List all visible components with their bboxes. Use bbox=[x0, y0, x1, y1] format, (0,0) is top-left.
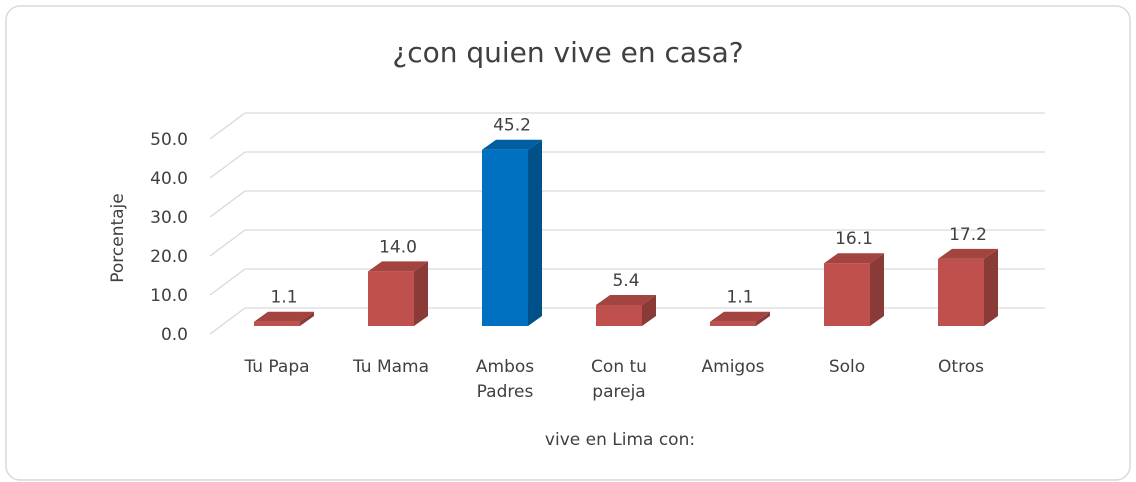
bar bbox=[596, 304, 642, 326]
bar-top bbox=[824, 253, 884, 264]
data-label: 14.0 bbox=[379, 237, 417, 257]
data-label: 1.1 bbox=[270, 288, 297, 308]
bar bbox=[938, 258, 984, 326]
y-tick-label: 30.0 bbox=[150, 208, 188, 228]
bar bbox=[368, 271, 414, 326]
y-tick-label: 0.0 bbox=[161, 325, 188, 345]
grid-line-side bbox=[209, 151, 246, 179]
x-tick-label: Otros bbox=[938, 357, 984, 377]
x-tick-label: Tu Papa bbox=[243, 357, 309, 377]
bar-top bbox=[596, 294, 656, 305]
grid-line-side bbox=[209, 307, 246, 335]
x-tick-label: Tu Mama bbox=[352, 357, 429, 377]
bar-top bbox=[710, 311, 770, 322]
bar-side bbox=[528, 139, 542, 326]
x-tick-label: Solo bbox=[829, 357, 865, 377]
bar-side bbox=[642, 294, 656, 326]
y-tick-label: 40.0 bbox=[150, 169, 188, 189]
chart-border bbox=[5, 5, 1131, 481]
grid-line-side bbox=[209, 229, 246, 257]
y-tick-label: 20.0 bbox=[150, 247, 188, 267]
data-label: 5.4 bbox=[612, 271, 639, 291]
data-label: 16.1 bbox=[835, 229, 873, 249]
bar-top bbox=[254, 311, 314, 322]
data-label: 1.1 bbox=[726, 288, 753, 308]
bar-top bbox=[368, 261, 428, 272]
y-tick-label: 50.0 bbox=[150, 130, 188, 150]
bar bbox=[824, 263, 870, 326]
bar-side bbox=[870, 253, 884, 326]
grid-line-side bbox=[209, 268, 246, 296]
data-label: 17.2 bbox=[949, 225, 987, 245]
chart-title: ¿con quien vive en casa? bbox=[392, 36, 743, 69]
bar-side bbox=[414, 261, 428, 326]
bar bbox=[482, 149, 528, 326]
bar-side bbox=[300, 311, 314, 326]
x-tick-label: Amigos bbox=[702, 357, 765, 377]
x-axis-title: vive en Lima con: bbox=[545, 430, 695, 450]
bar-side bbox=[984, 248, 998, 326]
grid-line-side bbox=[209, 112, 246, 140]
y-tick-label: 10.0 bbox=[150, 286, 188, 306]
x-tick-label: Con tu pareja bbox=[591, 357, 647, 402]
bar-top bbox=[482, 139, 542, 150]
bar bbox=[254, 321, 300, 326]
bar bbox=[710, 321, 756, 326]
bar-top bbox=[938, 248, 998, 259]
grid-line-side bbox=[209, 190, 246, 218]
bar-side bbox=[756, 311, 770, 326]
x-tick-label: Ambos Padres bbox=[476, 357, 534, 402]
y-axis-title: Porcentaje bbox=[108, 193, 128, 283]
data-label: 45.2 bbox=[493, 116, 531, 136]
